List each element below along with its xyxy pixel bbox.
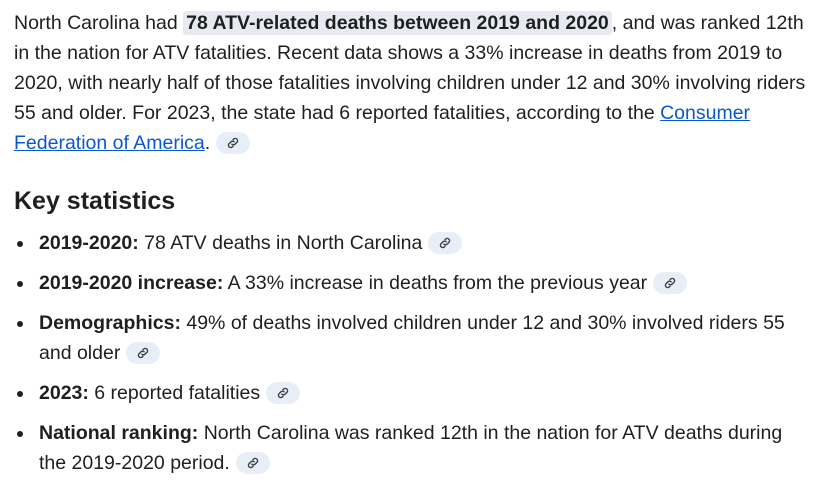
list-item: Demographics: 49% of deaths involved chi… [14,308,806,368]
list-item: 2023: 6 reported fatalities [14,378,806,408]
bullet-icon [17,321,23,327]
stat-label: National ranking: [39,422,199,444]
link-icon [276,386,290,400]
list-item: 2019-2020: 78 ATV deaths in North Caroli… [14,228,806,258]
stat-text: A 33% increase in deaths from the previo… [223,272,648,294]
stat-label: 2019-2020: [39,232,139,254]
list-item: 2019-2020 increase: A 33% increase in de… [14,268,806,298]
highlighted-fact: 78 ATV-related deaths between 2019 and 2… [183,11,612,35]
source-chip[interactable] [126,341,161,364]
stat-label: 2023: [39,382,89,404]
bullet-icon [17,241,23,247]
stat-text: 78 ATV deaths in North Carolina [138,232,423,254]
link-icon [226,136,240,150]
answer-panel: North Carolina had 78 ATV-related deaths… [14,8,806,478]
stat-label: Demographics: [39,312,181,334]
intro-text-before: North Carolina had [14,12,184,34]
intro-paragraph: North Carolina had 78 ATV-related deaths… [14,8,806,158]
bullet-icon [17,431,23,437]
source-chip[interactable] [653,271,688,294]
link-icon [663,276,677,290]
bullet-icon [17,391,23,397]
source-chip[interactable] [235,451,270,474]
section-heading: Key statistics [14,187,176,215]
link-icon [246,456,260,470]
stat-text: 6 reported fatalities [88,382,261,404]
stats-list: 2019-2020: 78 ATV deaths in North Caroli… [14,228,806,478]
source-link[interactable]: Consumer Federation of America [14,102,751,154]
source-chip[interactable] [428,231,463,254]
link-icon [438,236,452,250]
list-item: National ranking: North Carolina was ran… [14,418,806,478]
intro-text-end: . [204,132,211,154]
stat-label: 2019-2020 increase: [39,272,224,294]
source-chip[interactable] [266,381,301,404]
link-icon [136,346,150,360]
stat-text: 49% of deaths involved children under 12… [39,312,785,364]
stat-text: North Carolina was ranked 12th in the na… [39,422,783,474]
source-chip[interactable] [216,131,251,154]
intro-text-after: , and was ranked 12th in the nation for … [14,12,806,124]
bullet-icon [17,281,23,287]
